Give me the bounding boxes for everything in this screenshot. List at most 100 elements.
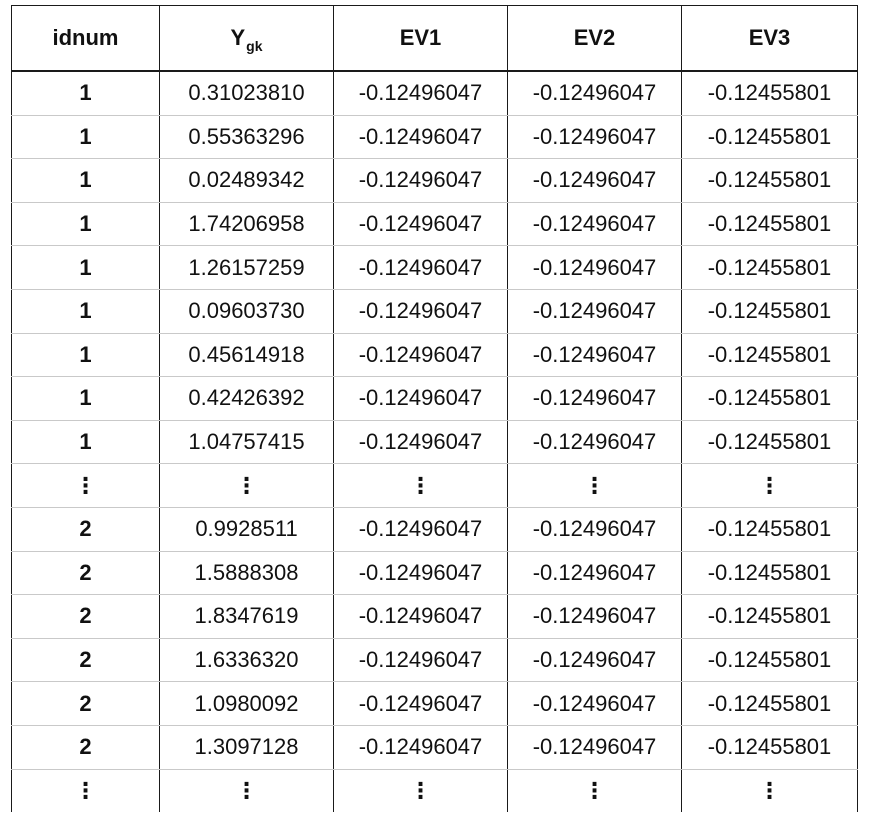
y-gk-cell: 0.9928511 [159, 506, 334, 552]
ev3-cell: -0.12455801 [681, 419, 858, 465]
table-row: 1 0.55363296 -0.12496047 -0.12496047 -0.1245… [11, 114, 858, 160]
ev1-cell: ⋮ [333, 768, 508, 813]
idnum-cell: 1 [11, 332, 160, 378]
y-gk-cell: 0.31023810 [159, 70, 334, 116]
idnum-cell: 1 [11, 245, 160, 290]
y-gk-cell: 1.8347619 [159, 594, 334, 639]
table-row: 2 1.3097128 -0.12496047 -0.12496047 -0.12455… [11, 724, 858, 770]
table-row: 2 1.0980092 -0.12496047 -0.12496047 -0.12455… [11, 681, 858, 726]
ev3-cell: -0.12455801 [681, 594, 858, 639]
ev2-cell: -0.12496047 [507, 201, 682, 247]
y-gk-cell: 1.6336320 [159, 637, 334, 683]
ev1-cell: -0.12496047 [333, 506, 508, 552]
ev3-cell: -0.12455801 [681, 681, 858, 726]
table-row: 2 1.6336320 -0.12496047 -0.12496047 -0.12455… [11, 637, 858, 683]
ev1-cell: -0.12496047 [333, 288, 508, 334]
ev2-cell: -0.12496047 [507, 506, 682, 552]
header-idnum: idnum [11, 5, 160, 72]
ev2-cell: -0.12496047 [507, 637, 682, 683]
ev1-cell: -0.12496047 [333, 594, 508, 639]
ev2-cell: -0.12496047 [507, 594, 682, 639]
y-gk-cell: 0.55363296 [159, 114, 334, 160]
y-gk-cell: 1.26157259 [159, 245, 334, 290]
table-row: 1 1.26157259 -0.12496047 -0.12496047 -0.1245… [11, 245, 858, 290]
ev1-cell: -0.12496047 [333, 681, 508, 726]
idnum-cell: ⋮ [11, 463, 160, 508]
ev2-cell: -0.12496047 [507, 550, 682, 596]
table-row: 1 1.04757415 -0.12496047 -0.12496047 -0.1245… [11, 419, 858, 465]
header-row: idnum Ygk EV1 EV2 EV3 [11, 5, 858, 72]
table-row: 2 1.8347619 -0.12496047 -0.12496047 -0.12455… [11, 594, 858, 639]
table-header: idnum Ygk EV1 EV2 EV3 [11, 5, 858, 72]
ev1-cell: -0.12496047 [333, 332, 508, 378]
data-table: idnum Ygk EV1 EV2 EV3 1 0.31023810 -0.1249… [11, 5, 858, 813]
data-table-container: idnum Ygk EV1 EV2 EV3 1 0.31023810 -0.1249… [11, 5, 858, 813]
table-row: 2 0.9928511 -0.12496047 -0.12496047 -0.12455… [11, 506, 858, 552]
ev2-cell: -0.12496047 [507, 70, 682, 116]
y-gk-cell: 1.74206958 [159, 201, 334, 247]
ev3-cell: -0.12455801 [681, 550, 858, 596]
table-row: 1 0.09603730 -0.12496047 -0.12496047 -0.1245… [11, 288, 858, 334]
ev1-cell: -0.12496047 [333, 201, 508, 247]
y-gk-cell: 0.09603730 [159, 288, 334, 334]
ev3-cell: -0.12455801 [681, 288, 858, 334]
ev1-cell: -0.12496047 [333, 419, 508, 465]
idnum-cell: 1 [11, 70, 160, 116]
idnum-cell: 1 [11, 201, 160, 247]
ev2-cell: -0.12496047 [507, 419, 682, 465]
ev3-cell: -0.12455801 [681, 376, 858, 421]
ev3-cell: ⋮ [681, 768, 858, 813]
table-row: 1 0.31023810 -0.12496047 -0.12496047 -0.1245… [11, 70, 858, 116]
ev2-cell: ⋮ [507, 463, 682, 508]
idnum-cell: ⋮ [11, 768, 160, 813]
ev3-cell: -0.12455801 [681, 245, 858, 290]
header-y-subscript: gk [246, 38, 263, 54]
table-body: 1 0.31023810 -0.12496047 -0.12496047 -0.1245… [11, 70, 858, 813]
ev2-cell: -0.12496047 [507, 332, 682, 378]
ev1-cell: -0.12496047 [333, 637, 508, 683]
ev1-cell: -0.12496047 [333, 245, 508, 290]
idnum-cell: 1 [11, 114, 160, 160]
idnum-cell: 1 [11, 376, 160, 421]
y-gk-cell: ⋮ [159, 463, 334, 508]
ev3-cell: -0.12455801 [681, 114, 858, 160]
ev3-cell: -0.12455801 [681, 506, 858, 552]
table-row: 1 1.74206958 -0.12496047 -0.12496047 -0.1245… [11, 201, 858, 247]
ev1-cell: -0.12496047 [333, 70, 508, 116]
header-ev2: EV2 [507, 5, 682, 72]
ev2-cell: -0.12496047 [507, 376, 682, 421]
ev3-cell: -0.12455801 [681, 332, 858, 378]
ev1-cell: -0.12496047 [333, 114, 508, 160]
ev2-cell: -0.12496047 [507, 158, 682, 203]
y-gk-cell: ⋮ [159, 768, 334, 813]
ev1-cell: -0.12496047 [333, 550, 508, 596]
y-gk-cell: 1.0980092 [159, 681, 334, 726]
y-gk-cell: 1.3097128 [159, 724, 334, 770]
ev2-cell: -0.12496047 [507, 724, 682, 770]
ev3-cell: -0.12455801 [681, 724, 858, 770]
header-ev1: EV1 [333, 5, 508, 72]
ev1-cell: -0.12496047 [333, 376, 508, 421]
y-gk-cell: 1.5888308 [159, 550, 334, 596]
ev1-cell: -0.12496047 [333, 724, 508, 770]
ev2-cell: -0.12496047 [507, 681, 682, 726]
table-row: 1 0.42426392 -0.12496047 -0.12496047 -0.1245… [11, 376, 858, 421]
idnum-cell: 2 [11, 637, 160, 683]
idnum-cell: 1 [11, 419, 160, 465]
header-y-gk: Ygk [159, 5, 334, 72]
table-row: 1 0.45614918 -0.12496047 -0.12496047 -0.1245… [11, 332, 858, 378]
ev3-cell: ⋮ [681, 463, 858, 508]
ev3-cell: -0.12455801 [681, 201, 858, 247]
table-row: ⋮ ⋮ ⋮ ⋮ ⋮ [11, 463, 858, 508]
y-gk-cell: 0.02489342 [159, 158, 334, 203]
idnum-cell: 1 [11, 158, 160, 203]
header-ev3: EV3 [681, 5, 858, 72]
ev1-cell: -0.12496047 [333, 158, 508, 203]
ev3-cell: -0.12455801 [681, 158, 858, 203]
idnum-cell: 2 [11, 550, 160, 596]
idnum-cell: 2 [11, 724, 160, 770]
table-row: 2 1.5888308 -0.12496047 -0.12496047 -0.12455… [11, 550, 858, 596]
y-gk-cell: 0.42426392 [159, 376, 334, 421]
idnum-cell: 2 [11, 594, 160, 639]
ev2-cell: -0.12496047 [507, 114, 682, 160]
